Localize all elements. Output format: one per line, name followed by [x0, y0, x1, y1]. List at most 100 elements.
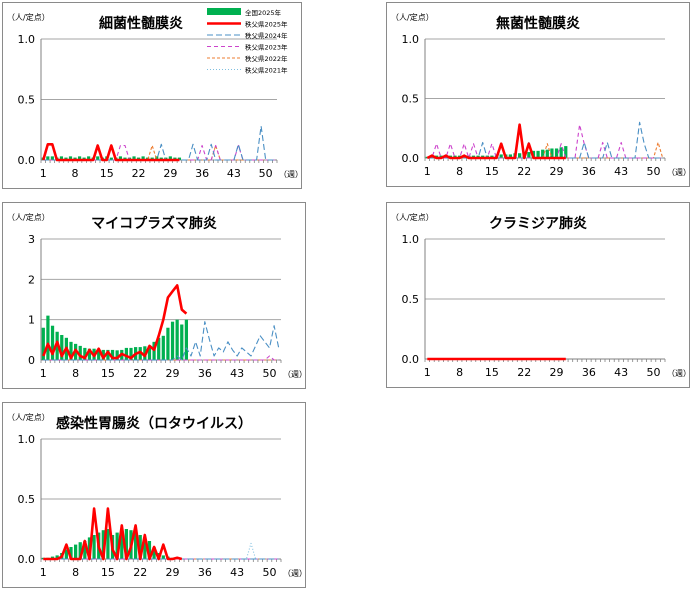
chart-svg-bacterial-meningitis: （人/定点） 細菌性髄膜炎 0.0 0.5 1.0 1 8 15 22 29 36 43 50 （週） 全国… — [7, 8, 301, 180]
chart3-x-tick-label: 22 — [517, 366, 531, 379]
chart3-x-tick-label: 8 — [456, 366, 463, 379]
chart-panel-mycoplasma-pneumonia: （人/定点） マイコプラズマ肺炎 0 1 2 3 1 8 15 22 29 36 43 50 （週） — [2, 202, 306, 389]
chart2-x-tick-label: 50 — [262, 367, 276, 380]
chart2-x-tick-label: 43 — [230, 367, 244, 380]
chart1-bar-week-30 — [559, 147, 563, 158]
chart2-y-tick-label: 1 — [28, 314, 35, 327]
chart4-x-tick-label: 8 — [72, 566, 79, 579]
chart3-y-tick-label: 1.0 — [402, 233, 420, 246]
chart0-x-tick-label: 43 — [227, 167, 241, 180]
chart3-x-unit-label: （週） — [667, 369, 689, 378]
chart1-bar-week-26 — [541, 149, 545, 158]
chart0-y-tick-label: 0.0 — [18, 154, 36, 167]
chart1-y-tick-label: 0.5 — [402, 93, 420, 106]
chart4-bar-week-12 — [92, 535, 96, 559]
chart1-bar-week-19 — [508, 154, 512, 158]
chart3-x-tick-label: 43 — [614, 366, 628, 379]
chart2-bar-week-30 — [175, 319, 179, 360]
chart4-bar-week-27 — [161, 555, 165, 559]
chart1-x-unit-label: （週） — [667, 168, 689, 177]
legend-label-0: 全国2025年 — [245, 8, 282, 17]
chart4-y-unit-label: （人/定点） — [7, 412, 50, 422]
chart4-bar-week-9 — [78, 542, 82, 559]
chart3-y-tick-label: 0.0 — [402, 353, 420, 366]
chart1-bar-week-31 — [564, 146, 568, 158]
chart0-series-line-1 — [42, 143, 180, 162]
chart4-x-tick-label: 29 — [166, 566, 180, 579]
legend-label-3: 秩父県2023年 — [245, 43, 288, 52]
chart2-y-tick-label: 0 — [28, 354, 35, 367]
legend-label-1: 秩父県2025年 — [245, 20, 288, 29]
chart4-x-tick-label: 36 — [198, 566, 212, 579]
chart1-x-tick-label: 43 — [614, 165, 628, 178]
chart0-bar-week-3 — [50, 156, 54, 160]
chart4-x-tick-label: 1 — [40, 566, 47, 579]
chart3-chart-title: クラミジア肺炎 — [489, 216, 587, 232]
chart1-x-tick-label: 1 — [424, 165, 431, 178]
chart0-series-line-2 — [43, 125, 275, 161]
chart2-bar-week-20 — [129, 347, 133, 360]
chart2-bar-week-13 — [97, 349, 101, 360]
chart0-bar-week-26 — [155, 156, 159, 160]
chart2-bar-week-9 — [78, 345, 82, 360]
chart0-bar-week-13 — [96, 156, 100, 160]
chart4-bar-week-21 — [134, 532, 138, 559]
chart2-y-unit-label: （人/定点） — [7, 212, 50, 222]
chart4-bar-week-10 — [83, 541, 87, 559]
chart1-x-tick-label: 15 — [485, 165, 499, 178]
chart4-bar-week-6 — [64, 549, 68, 559]
chart4-bar-week-14 — [101, 530, 105, 559]
chart-panel-chlamydia-pneumonia: （人/定点） クラミジア肺炎 0.0 0.5 1.0 1 8 15 22 29 36 43 50 （週） — [386, 202, 690, 388]
chart0-x-tick-label: 15 — [100, 167, 114, 180]
chart0-bar-week-23 — [141, 156, 145, 160]
chart3-x-tick-label: 50 — [646, 366, 660, 379]
chart2-bar-week-29 — [170, 321, 175, 360]
chart2-bar-week-28 — [166, 327, 170, 360]
chart0-bar-week-9 — [77, 156, 82, 160]
chart2-x-tick-label: 29 — [166, 367, 180, 380]
chart1-x-tick-label: 50 — [646, 165, 660, 178]
chart0-bar-week-21 — [132, 156, 136, 160]
chart2-bar-week-15 — [106, 349, 110, 360]
chart0-x-unit-label: （週） — [279, 170, 301, 179]
chart4-x-tick-label: 22 — [133, 566, 147, 579]
chart2-bar-week-11 — [87, 348, 92, 360]
chart3-y-unit-label: （人/定点） — [391, 212, 434, 222]
legend-label-4: 秩父県2022年 — [245, 54, 288, 63]
chart2-bar-week-1 — [41, 327, 45, 360]
chart1-bar-week-25 — [536, 150, 540, 158]
chart0-chart-title: 細菌性髄膜炎 — [99, 15, 183, 32]
chart1-x-tick-label: 29 — [550, 165, 564, 178]
chart2-x-tick-label: 36 — [198, 367, 212, 380]
chart2-bar-week-7 — [69, 341, 73, 360]
chart0-bar-week-29 — [168, 156, 172, 160]
chart1-series-line-1 — [426, 123, 566, 160]
chart4-bar-week-18 — [120, 529, 124, 559]
legend-label-5: 秩父県2021年 — [245, 66, 288, 75]
chart-svg-rotavirus-gastroenteritis: （人/定点） 感染性胃腸炎（ロタウイルス） 0.0 0.5 1.0 1 8 15 22 29 36 4… — [7, 412, 305, 579]
chart0-x-tick-label: 1 — [40, 167, 47, 180]
legend-label-2: 秩父県2024年 — [245, 31, 288, 40]
chart4-bar-week-22 — [138, 535, 142, 559]
chart2-bar-week-16 — [110, 349, 115, 360]
chart0-x-tick-label: 8 — [72, 167, 79, 180]
chart4-bar-week-4 — [55, 555, 59, 559]
chart0-x-tick-label: 36 — [195, 167, 209, 180]
chart2-bar-week-32 — [184, 319, 188, 360]
legend-swatch-0 — [207, 8, 241, 15]
chart0-bar-week-11 — [87, 156, 91, 160]
chart4-x-tick-label: 15 — [101, 566, 115, 579]
chart1-x-tick-label: 22 — [517, 165, 531, 178]
chart2-series-line-3 — [43, 355, 279, 361]
chart2-x-tick-label: 8 — [72, 367, 79, 380]
chart2-y-tick-label: 2 — [28, 273, 35, 286]
chart1-series-line-3 — [427, 124, 663, 159]
chart4-y-tick-label: 0.5 — [18, 493, 36, 506]
chart4-bar-week-15 — [106, 529, 110, 559]
chart1-bar-week-27 — [545, 149, 549, 158]
chart-panel-bacterial-meningitis: （人/定点） 細菌性髄膜炎 0.0 0.5 1.0 1 8 15 22 29 36 43 50 （週） 全国… — [2, 2, 302, 189]
chart0-x-tick-label: 22 — [132, 167, 146, 180]
chart4-bar-week-8 — [74, 544, 78, 559]
chart-svg-chlamydia-pneumonia: （人/定点） クラミジア肺炎 0.0 0.5 1.0 1 8 15 22 29 36 43 50 （週） — [391, 212, 689, 379]
